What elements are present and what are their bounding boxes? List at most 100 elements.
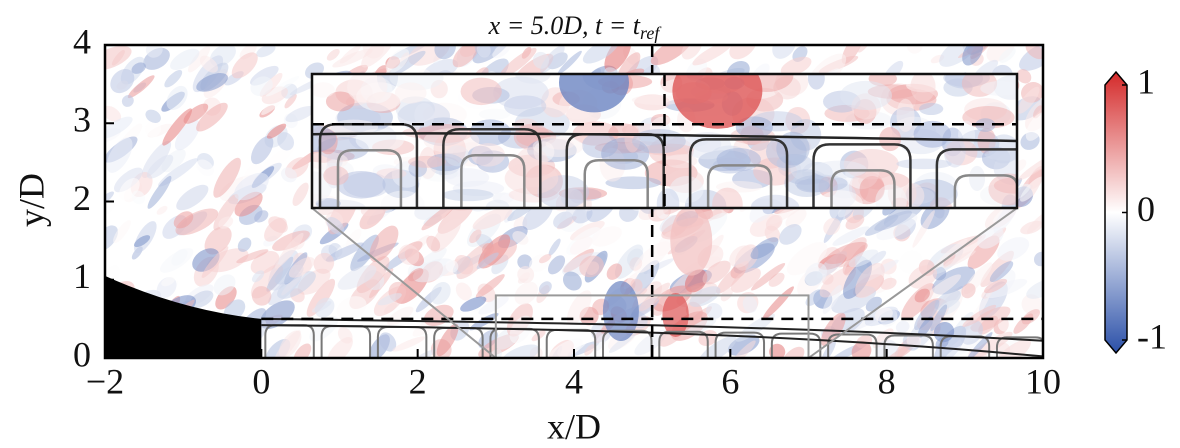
- colorbar-tick-label: -1: [1137, 316, 1167, 356]
- field-blob: [1017, 86, 1040, 114]
- field-blob: [127, 75, 155, 99]
- field-blob: [121, 95, 134, 107]
- field-blob: [187, 46, 211, 73]
- field-blob: [345, 228, 362, 248]
- field-blob: [256, 45, 276, 58]
- field-blob: [899, 250, 923, 274]
- field-blob: [266, 123, 287, 139]
- field-blob: [914, 299, 940, 331]
- field-blob: [196, 73, 228, 92]
- field-blob: [361, 45, 395, 68]
- y-tick-label: 4: [73, 21, 91, 61]
- y-tick-label: 0: [73, 334, 91, 374]
- field-blob: [557, 50, 582, 75]
- field-blob: [268, 272, 302, 306]
- field-blob: [476, 252, 499, 269]
- field-blob: [639, 282, 671, 312]
- field-blob: [147, 175, 172, 209]
- field-blob: [930, 304, 948, 332]
- field-blob: [662, 292, 689, 337]
- field-blob: [213, 157, 241, 198]
- field-blob: [141, 140, 172, 179]
- field-blob: [669, 176, 704, 204]
- field-blob: [606, 263, 623, 280]
- field-blob: [170, 48, 200, 71]
- field-blob: [336, 296, 367, 320]
- field-blob: [213, 274, 236, 296]
- field-blob: [914, 288, 930, 303]
- inset-field: [312, 74, 1017, 208]
- field-blob: [237, 237, 252, 252]
- x-axis-label: x/D: [547, 406, 601, 446]
- field-blob: [670, 205, 713, 276]
- field-blob: [650, 45, 692, 66]
- field-blob: [584, 344, 595, 356]
- field-blob: [482, 243, 495, 255]
- field-blob: [632, 128, 686, 154]
- field-blob: [280, 167, 297, 183]
- field-blob: [969, 165, 986, 191]
- field-blob: [985, 278, 1028, 298]
- field-blob: [284, 93, 297, 109]
- field-blob: [436, 323, 459, 357]
- vortex-contour: [658, 330, 709, 358]
- field-blob: [702, 260, 731, 285]
- field-blob: [712, 187, 743, 208]
- field-blob: [924, 274, 962, 301]
- field-blob: [729, 245, 754, 268]
- field-blob: [962, 304, 997, 327]
- field-blob: [934, 290, 962, 311]
- field-blob: [780, 56, 812, 76]
- field-blob: [268, 216, 288, 233]
- vortex-contour: [812, 143, 912, 208]
- field-blob: [538, 253, 552, 264]
- field-blob: [730, 340, 756, 358]
- field-blob: [485, 199, 510, 208]
- field-blob: [768, 272, 785, 287]
- colorbar-tick-label: 1: [1137, 61, 1155, 101]
- field-blob: [560, 188, 583, 208]
- field-blob: [452, 45, 480, 68]
- field-blob: [105, 116, 133, 139]
- field-blob: [532, 136, 584, 157]
- field-blob: [866, 250, 887, 267]
- vortex-contour: [883, 334, 934, 358]
- field-blob: [110, 69, 135, 94]
- field-blob: [820, 312, 846, 347]
- field-blob: [548, 238, 561, 256]
- vortex-contour: [953, 174, 1017, 208]
- field-blob: [804, 262, 828, 287]
- vortex-contour: [583, 159, 649, 208]
- field-blob: [784, 169, 830, 198]
- field-blob: [412, 258, 454, 283]
- field-blob: [475, 274, 505, 298]
- field-blob: [504, 162, 559, 195]
- y-tick-label: 3: [73, 100, 91, 140]
- field-blob: [383, 302, 397, 314]
- field-blob: [543, 338, 583, 358]
- field-blob: [681, 45, 703, 60]
- field-blob: [501, 344, 540, 358]
- field-blob: [569, 236, 593, 255]
- field-blob: [919, 102, 944, 116]
- field-blob: [234, 191, 263, 217]
- field-blob: [380, 190, 425, 208]
- field-blob: [939, 45, 980, 67]
- field-blob: [692, 45, 734, 66]
- field-blob: [943, 135, 966, 168]
- field-blob: [131, 190, 146, 205]
- field-blob: [350, 234, 379, 272]
- chart-title: x = 5.0D, t = tref: [488, 11, 663, 43]
- field-blob: [913, 120, 952, 148]
- field-blob: [105, 225, 118, 251]
- field-blob: [672, 74, 763, 129]
- field-blob: [984, 278, 1008, 294]
- field-blob: [786, 241, 828, 276]
- field-blob: [201, 246, 229, 278]
- field-blob: [562, 271, 582, 291]
- field-blob: [730, 267, 761, 293]
- field-blob: [631, 94, 684, 105]
- field-blob: [312, 125, 337, 153]
- field-blob: [323, 166, 349, 186]
